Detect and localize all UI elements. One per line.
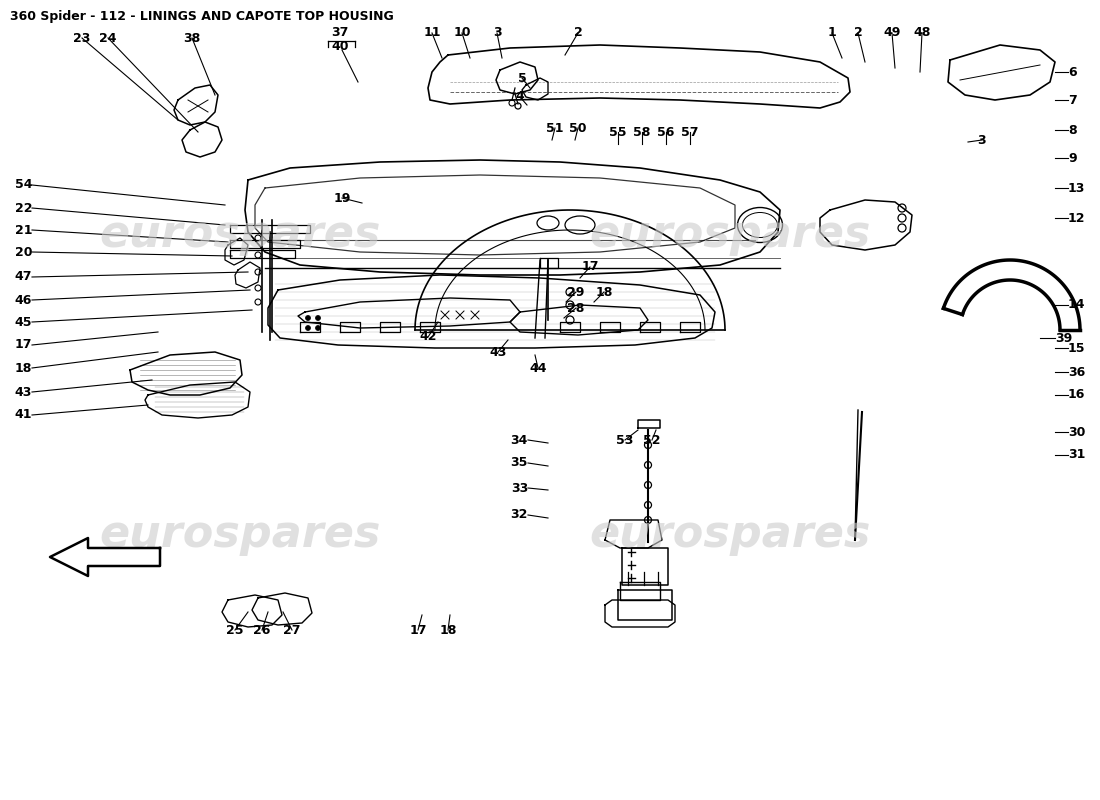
Text: 11: 11 (424, 26, 441, 39)
Text: 27: 27 (284, 623, 300, 637)
Text: 29: 29 (568, 286, 585, 298)
Text: 17: 17 (409, 623, 427, 637)
Text: 10: 10 (453, 26, 471, 39)
Text: eurospares: eurospares (590, 214, 871, 257)
Text: 3: 3 (493, 26, 502, 39)
Circle shape (306, 315, 310, 321)
Text: 32: 32 (510, 509, 528, 522)
Text: 7: 7 (1068, 94, 1077, 106)
Text: 15: 15 (1068, 342, 1086, 354)
Text: eurospares: eurospares (99, 514, 381, 557)
Text: 8: 8 (1068, 123, 1077, 137)
Text: 48: 48 (913, 26, 931, 39)
Text: 43: 43 (14, 386, 32, 398)
Text: 19: 19 (333, 191, 351, 205)
Text: 52: 52 (644, 434, 661, 446)
Text: 23: 23 (74, 31, 90, 45)
Text: 55: 55 (609, 126, 627, 138)
Text: 17: 17 (14, 338, 32, 351)
Text: 36: 36 (1068, 366, 1086, 378)
Text: 37: 37 (331, 26, 349, 39)
Text: 14: 14 (1068, 298, 1086, 311)
Text: 18: 18 (595, 286, 613, 298)
Text: 47: 47 (14, 270, 32, 283)
Text: 34: 34 (510, 434, 528, 446)
Text: 40: 40 (331, 41, 349, 54)
Text: 42: 42 (419, 330, 437, 343)
Text: 51: 51 (547, 122, 563, 134)
Polygon shape (50, 538, 160, 576)
Text: 12: 12 (1068, 211, 1086, 225)
Text: 39: 39 (1055, 331, 1072, 345)
Text: 20: 20 (14, 246, 32, 258)
Text: 46: 46 (14, 294, 32, 306)
Text: 18: 18 (14, 362, 32, 374)
Text: 57: 57 (681, 126, 698, 138)
Text: 35: 35 (510, 457, 528, 470)
Text: 13: 13 (1068, 182, 1086, 194)
Text: 38: 38 (184, 31, 200, 45)
Text: 9: 9 (1068, 151, 1077, 165)
Text: 2: 2 (854, 26, 862, 39)
Text: 2: 2 (573, 26, 582, 39)
Text: eurospares: eurospares (590, 514, 871, 557)
Text: 5: 5 (518, 71, 527, 85)
Circle shape (306, 326, 310, 330)
Text: 21: 21 (14, 223, 32, 237)
Text: 28: 28 (568, 302, 585, 314)
Circle shape (316, 315, 320, 321)
Text: 41: 41 (14, 409, 32, 422)
Text: 53: 53 (616, 434, 634, 446)
Text: 3: 3 (978, 134, 987, 146)
Text: 17: 17 (581, 261, 598, 274)
Text: 24: 24 (99, 31, 117, 45)
Circle shape (316, 326, 320, 330)
Text: 25: 25 (227, 623, 244, 637)
Text: 18: 18 (439, 623, 456, 637)
Text: eurospares: eurospares (99, 214, 381, 257)
Text: 50: 50 (570, 122, 586, 134)
Text: 54: 54 (14, 178, 32, 191)
Text: 44: 44 (529, 362, 547, 374)
Text: 22: 22 (14, 202, 32, 214)
Text: 43: 43 (490, 346, 507, 358)
Text: 360 Spider - 112 - LININGS AND CAPOTE TOP HOUSING: 360 Spider - 112 - LININGS AND CAPOTE TO… (10, 10, 394, 23)
Text: 56: 56 (658, 126, 674, 138)
Text: 26: 26 (253, 623, 271, 637)
Text: 31: 31 (1068, 449, 1086, 462)
Text: 16: 16 (1068, 389, 1086, 402)
Text: 49: 49 (883, 26, 901, 39)
Text: 6: 6 (1068, 66, 1077, 78)
Text: 4: 4 (516, 90, 525, 103)
Text: 58: 58 (634, 126, 651, 138)
Text: 30: 30 (1068, 426, 1086, 438)
Text: 1: 1 (827, 26, 836, 39)
Text: 45: 45 (14, 315, 32, 329)
Text: 33: 33 (510, 482, 528, 494)
